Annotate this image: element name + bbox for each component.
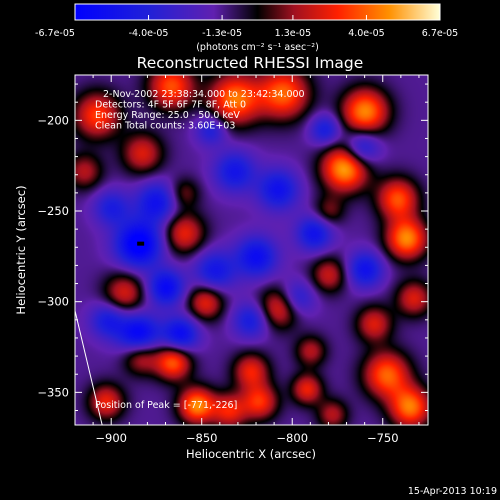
plot-frame xyxy=(74,74,429,426)
peak-position-label: Position of Peak = [-771,-226] xyxy=(95,400,237,411)
colorbar-tick-label: 6.7e-05 xyxy=(422,28,458,39)
annotation-line: Clean Total counts: 3.60E+03 xyxy=(95,121,235,132)
y-tick-label: −350 xyxy=(37,385,69,399)
colorbar-tick-label: -1.3e-05 xyxy=(202,28,242,39)
heatmap-image xyxy=(75,75,428,425)
colorbar-ticks: -6.7e-05 -4.0e-05 -1.3e-05 1.3e-05 4.0e-05 6.… xyxy=(35,15,458,39)
colorbar-tick-label: -6.7e-05 xyxy=(35,28,75,39)
y-tick-label: −250 xyxy=(37,204,69,218)
chart-title: Reconstructed RHESSI Image xyxy=(137,54,364,72)
y-axis-label: Heliocentric Y (arcsec) xyxy=(14,185,28,314)
annotation-line: Detectors: 4F 5F 6F 7F 8F, Att 0 xyxy=(95,100,246,111)
x-tick-label: −800 xyxy=(276,431,308,445)
x-tick-label: −900 xyxy=(95,431,127,445)
colorbar-tick-label: 4.0e-05 xyxy=(348,28,384,39)
annotation-line: Energy Range: 25.0 - 50.0 keV xyxy=(95,110,240,121)
x-tick-label: −850 xyxy=(186,431,218,445)
colorbar-gradient xyxy=(74,3,441,21)
image-peak-marker xyxy=(137,241,145,246)
annotation-line: 2-Nov-2002 23:38:34.000 to 23:42:34.000 xyxy=(103,89,305,100)
footer-date: 15-Apr-2013 10:19 xyxy=(408,486,497,497)
y-axis-ticks: −350 −300 −250 −200 xyxy=(37,83,428,411)
colorbar: -6.7e-05 -4.0e-05 -1.3e-05 1.3e-05 4.0e-05 6.… xyxy=(35,3,458,53)
x-axis-label: Heliocentric X (arcsec) xyxy=(186,447,316,461)
observation-annotations: 2-Nov-2002 23:38:34.000 to 23:42:34.000D… xyxy=(95,89,305,132)
x-axis-ticks: −900 −850 −800 −750 xyxy=(92,75,420,445)
colorbar-tick-label: 1.3e-05 xyxy=(275,28,311,39)
heatmap-raster xyxy=(75,75,428,425)
y-tick-label: −300 xyxy=(37,295,69,309)
x-tick-label: −750 xyxy=(367,431,399,445)
y-tick-label: −200 xyxy=(37,113,69,127)
solar-limb-line xyxy=(74,310,103,426)
colorbar-tick-label: -4.0e-05 xyxy=(129,28,169,39)
colorbar-units: (photons cm⁻² s⁻¹ asec⁻²) xyxy=(196,42,319,53)
